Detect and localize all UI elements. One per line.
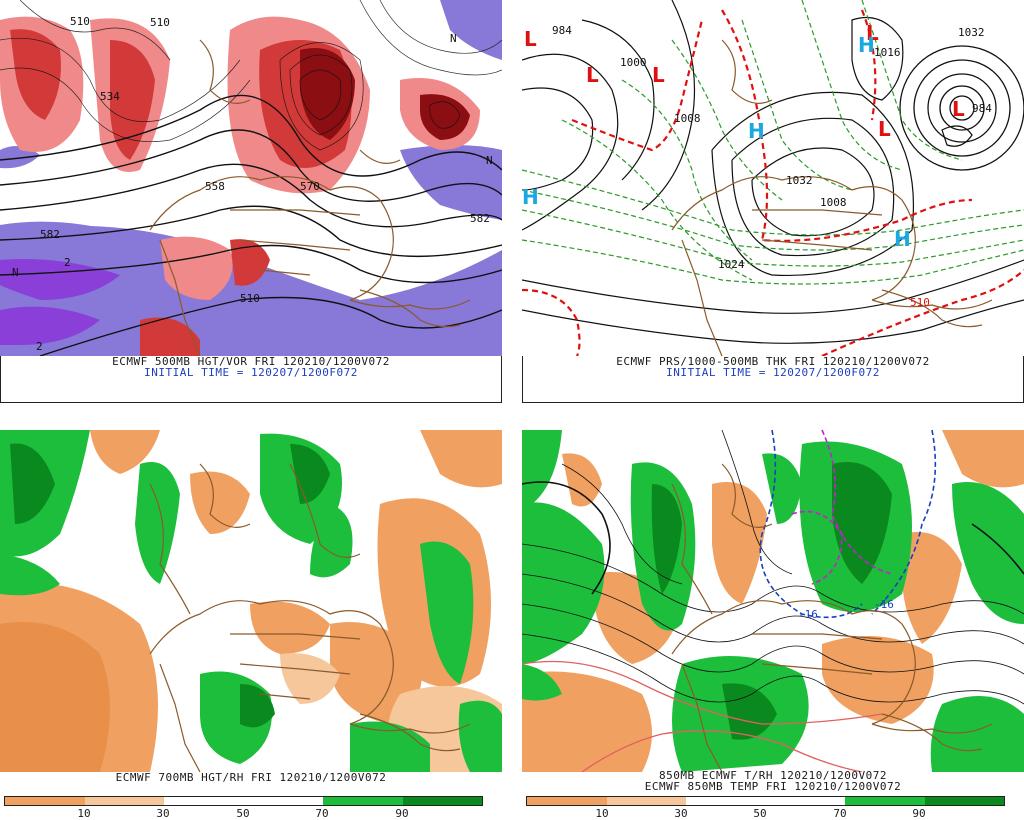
low-pressure-mark: L [866, 21, 879, 45]
colorbar-segment [925, 797, 1004, 805]
contour-label: 1032 [786, 174, 813, 187]
contour-label: -16 [798, 608, 818, 621]
colorbar-segment [85, 797, 164, 805]
contour-label: 582 [470, 212, 490, 225]
contour-label: 984 [972, 102, 992, 115]
contour-label: 1032 [958, 26, 985, 39]
high-pressure-mark: H [522, 185, 539, 209]
humidity-map [0, 430, 502, 772]
colorbar-tick: 30 [674, 807, 688, 820]
panel-title: ECMWF 700MB HGT/RH FRI 120210/1200V072 [115, 771, 387, 784]
colorbar-segment [527, 797, 607, 805]
panel-title: ECMWF PRS/1000-500MB THK FRI 120210/1200… [616, 355, 930, 368]
colorbar-tick: 70 [833, 807, 847, 820]
contour-label: 534 [100, 90, 120, 103]
colorbar-segment [323, 797, 403, 805]
colorbar-tick: 90 [912, 807, 926, 820]
colorbar-tick: 70 [315, 807, 329, 820]
colorbar-tick: 10 [77, 807, 91, 820]
colorbar-segment [607, 797, 686, 805]
panel-title: 850MB ECMWF T/RH 120210/1200V072 [659, 769, 887, 782]
contour-label: 1008 [674, 112, 701, 125]
vort-mark: 2 [64, 256, 71, 269]
colorbar-tick: 10 [595, 807, 609, 820]
contour-label: -16 [874, 598, 894, 611]
rh-colorbar [4, 796, 483, 806]
contour-label: 1024 [718, 258, 745, 271]
contour-label: 510 [910, 296, 930, 309]
colorbar-segment [5, 797, 85, 805]
panel-prs-thk: L L L L L L H H H H 984 1000 1008 1016 1… [522, 0, 1024, 403]
colorbar-tick: 50 [236, 807, 250, 820]
colorbar-tick: 30 [156, 807, 170, 820]
colorbar-tick: 50 [753, 807, 767, 820]
high-pressure-mark: H [748, 119, 765, 143]
vort-mark: N [450, 32, 457, 45]
panel-title: ECMWF 500MB HGT/VOR FRI 120210/1200V072 [112, 355, 390, 368]
panel-850mb-t-rh: -16 -16 850MB ECMWF T/RH 120210/1200V072… [522, 424, 1024, 820]
initial-time: INITIAL TIME = 120207/1200F072 [144, 366, 358, 379]
contour-label: 1000 [620, 56, 647, 69]
contour-label: 510 [70, 15, 90, 28]
colorbar-tick: 90 [395, 807, 409, 820]
low-pressure-mark: L [586, 63, 599, 87]
vort-mark: N [486, 154, 493, 167]
temperature-humidity-map: -16 -16 [522, 429, 1024, 772]
contour-label: 558 [205, 180, 225, 193]
contour-label: 582 [40, 228, 60, 241]
colorbar-segment [244, 797, 323, 805]
low-pressure-mark: L [952, 97, 965, 121]
rh-colorbar [526, 796, 1005, 806]
contour-label: 510 [240, 292, 260, 305]
panel-subtitle: ECMWF 850MB TEMP FRI 120210/1200V072 [644, 780, 902, 793]
colorbar-segment [164, 797, 244, 805]
contour-label: 570 [300, 180, 320, 193]
panel-700mb-hgt-rh: ECMWF 700MB HGT/RH FRI 120210/1200V072 1… [0, 424, 502, 820]
vorticity-map: 510 534 558 582 582 570 510 510 N N N 2 … [0, 0, 502, 356]
pressure-map: L L L L L L H H H H 984 1000 1008 1016 1… [522, 0, 1024, 356]
high-pressure-mark: H [894, 227, 911, 251]
contour-label: 1008 [820, 196, 847, 209]
colorbar-segment [403, 797, 482, 805]
high-pressure-mark: H [858, 33, 875, 57]
low-pressure-mark: L [878, 117, 891, 141]
vort-mark: 2 [36, 340, 43, 353]
contour-label: 1016 [874, 46, 901, 59]
colorbar-segment [766, 797, 845, 805]
vort-mark: N [12, 266, 19, 279]
low-pressure-mark: L [652, 63, 665, 87]
panel-500mb-hgt-vor: 510 534 558 582 582 570 510 510 N N N 2 … [0, 0, 502, 403]
low-pressure-mark: L [524, 27, 537, 51]
contour-label: 510 [150, 16, 170, 29]
colorbar-segment [845, 797, 925, 805]
colorbar-segment [686, 797, 766, 805]
contour-label: 984 [552, 24, 572, 37]
initial-time: INITIAL TIME = 120207/1200F072 [666, 366, 880, 379]
